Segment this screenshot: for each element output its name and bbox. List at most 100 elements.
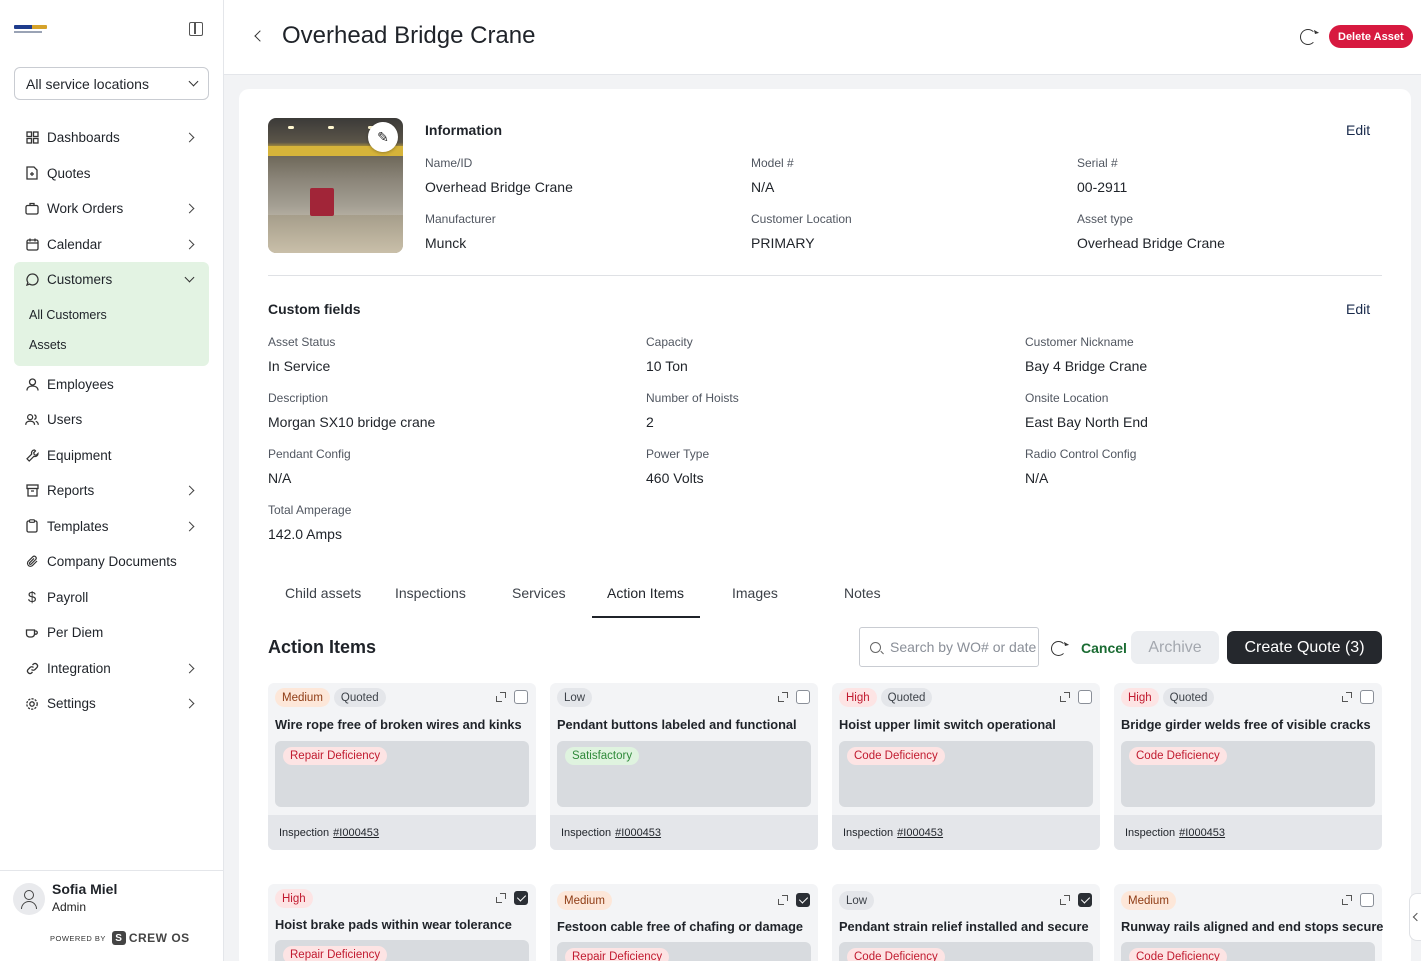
priority-badge: Medium [557, 891, 612, 910]
field-label: Radio Control Config [1025, 447, 1137, 461]
field-value: 00-2911 [1077, 179, 1128, 195]
nav-company-documents[interactable]: Company Documents [14, 544, 209, 580]
side-panel-toggle[interactable] [1409, 893, 1421, 941]
action-item-card[interactable]: High Quoted Bridge girder welds free of v… [1114, 683, 1382, 850]
inspection-footer: Inspection #I000453 [832, 815, 1100, 850]
action-item-card[interactable]: Low Pendant strain relief installed and … [832, 884, 1100, 961]
nav-equipment[interactable]: Equipment [14, 438, 209, 474]
delete-asset-button[interactable]: Delete Asset [1329, 25, 1413, 48]
nav-quotes[interactable]: Quotes [14, 156, 209, 192]
create-quote-button[interactable]: Create Quote (3) [1227, 631, 1382, 664]
inspection-link[interactable]: #I000453 [615, 826, 662, 839]
field-label: Customer Location [751, 212, 852, 226]
asset-tabs: Child assets Inspections Services Action… [268, 585, 881, 618]
select-checkbox[interactable] [796, 690, 810, 704]
nav-integration[interactable]: Integration [14, 651, 209, 687]
inspection-label: Inspection [1125, 826, 1176, 839]
action-items-title: Action Items [268, 637, 377, 657]
page-header: Overhead Bridge Crane Delete Asset [224, 0, 1421, 75]
nav-per-diem[interactable]: Per Diem [14, 615, 209, 651]
deficiency-box: Code Deficiency [1121, 942, 1375, 961]
nav-label: Quotes [47, 165, 91, 181]
expand-icon[interactable] [1342, 895, 1352, 905]
nav-users[interactable]: Users [14, 402, 209, 438]
nav-reports[interactable]: Reports [14, 473, 209, 509]
action-item-card[interactable]: Low Pendant buttons labeled and function… [550, 683, 818, 850]
select-checkbox[interactable] [1360, 893, 1374, 907]
action-item-name: Pendant strain relief installed and secu… [839, 919, 1089, 934]
avatar [13, 883, 45, 915]
back-icon[interactable] [254, 30, 266, 42]
select-checkbox[interactable] [1360, 690, 1374, 704]
action-item-card[interactable]: Medium Quoted Wire rope free of broken wi… [268, 683, 536, 850]
brand-name: CREW OS [128, 931, 190, 945]
nav-label: Customers [47, 272, 113, 288]
briefcase-icon [25, 202, 39, 216]
tab-notes[interactable]: Notes [844, 585, 881, 601]
nav-employees[interactable]: Employees [14, 367, 209, 403]
nav-payroll[interactable]: $ Payroll [14, 580, 209, 616]
tab-services[interactable]: Services [512, 585, 566, 601]
deficiency-badge: Code Deficiency [847, 948, 945, 961]
inspection-link[interactable]: #I000453 [1179, 826, 1226, 839]
expand-icon[interactable] [1060, 692, 1070, 702]
chevron-right-icon [184, 132, 195, 143]
select-checkbox[interactable] [1078, 690, 1092, 704]
refresh-icon[interactable] [1051, 641, 1066, 656]
collapse-sidebar-icon[interactable] [189, 22, 203, 36]
expand-icon[interactable] [1060, 895, 1070, 905]
field-value: Bay 4 Bridge Crane [1025, 358, 1148, 374]
nav-settings[interactable]: Settings [14, 686, 209, 722]
customers-submenu: All Customers Assets [14, 297, 209, 366]
inspection-link[interactable]: #I000453 [333, 826, 380, 839]
field-label: Pendant Config [268, 447, 351, 461]
nav-work-orders[interactable]: Work Orders [14, 191, 209, 227]
select-checkbox[interactable] [514, 690, 528, 704]
asset-photo[interactable] [268, 118, 403, 253]
information-edit-link[interactable]: Edit [1346, 122, 1371, 138]
tab-action-items[interactable]: Action Items [607, 585, 685, 601]
calendar-icon [25, 237, 39, 251]
action-item-card[interactable]: High Quoted Hoist upper limit switch oper… [832, 683, 1100, 850]
company-logo[interactable] [14, 25, 47, 33]
tab-child-assets[interactable]: Child assets [285, 585, 362, 601]
deficiency-box: Satisfactory [557, 741, 811, 807]
active-tab-indicator [592, 616, 700, 618]
deficiency-badge: Code Deficiency [847, 747, 945, 765]
select-checkbox[interactable] [796, 893, 810, 907]
service-location-select[interactable]: All service locations [14, 67, 209, 100]
expand-icon[interactable] [496, 893, 506, 903]
nav-templates[interactable]: Templates [14, 509, 209, 545]
field-value: 10 Ton [646, 358, 688, 374]
quoted-badge: Quoted [333, 688, 386, 707]
priority-badge: Medium [1121, 891, 1176, 910]
user-panel[interactable]: Sofia Miel Admin POWERED BY S CREW OS [0, 870, 224, 961]
expand-icon[interactable] [778, 692, 788, 702]
nav-dashboards[interactable]: Dashboards [14, 120, 209, 156]
file-plus-icon [25, 166, 39, 180]
archive-button[interactable]: Archive [1131, 631, 1219, 664]
action-item-card[interactable]: High Hoist brake pads within wear tolera… [268, 884, 536, 961]
cancel-button[interactable]: Cancel [1081, 640, 1127, 656]
deficiency-box: Repair Deficiency [275, 940, 529, 961]
select-checkbox[interactable] [1078, 893, 1092, 907]
search-input[interactable]: Search by WO# or date [859, 627, 1039, 667]
nav-calendar[interactable]: Calendar [14, 227, 209, 263]
action-item-card[interactable]: Medium Festoon cable free of chafing or … [550, 884, 818, 961]
action-item-card[interactable]: Medium Runway rails aligned and end stop… [1114, 884, 1383, 961]
nav-customers[interactable]: Customers [14, 262, 209, 298]
expand-icon[interactable] [1342, 692, 1352, 702]
edit-photo-pencil-icon[interactable]: ✎ [368, 122, 398, 152]
field-value: N/A [1025, 470, 1049, 486]
custom-fields-edit-link[interactable]: Edit [1346, 301, 1371, 317]
expand-icon[interactable] [778, 895, 788, 905]
refresh-icon[interactable] [1300, 29, 1316, 45]
tab-images[interactable]: Images [732, 585, 778, 601]
tab-inspections[interactable]: Inspections [395, 585, 466, 601]
sub-item-all-customers[interactable]: All Customers [29, 307, 107, 322]
select-checkbox[interactable] [514, 891, 528, 905]
sub-item-assets[interactable]: Assets [29, 337, 67, 352]
inspection-link[interactable]: #I000453 [897, 826, 944, 839]
inspection-label: Inspection [279, 826, 330, 839]
expand-icon[interactable] [496, 692, 506, 702]
